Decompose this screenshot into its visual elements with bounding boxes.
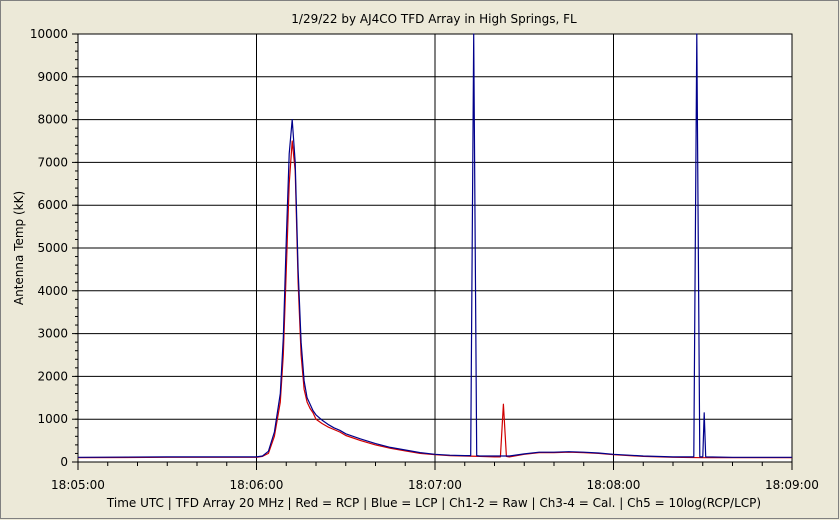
minor-tick-layer [72, 33, 793, 470]
x-tick-label: 18:07:00 [408, 478, 462, 492]
y-tick-label: 2000 [37, 369, 68, 383]
grid-layer [78, 34, 792, 462]
y-tick-labels: 0 1000 2000 3000 4000 5000 6000 7000 8000 9000 100… [30, 27, 68, 469]
x-tick-labels: 18:05:00 18:06:00 18:07:00 18:08:00 18:09:00 [51, 478, 819, 492]
y-tick-label: 9000 [37, 70, 68, 84]
y-tick-label: 1000 [37, 412, 68, 426]
y-tick-label: 10000 [30, 27, 68, 41]
y-tick-label: 8000 [37, 113, 68, 127]
x-tick-label: 18:08:00 [587, 478, 641, 492]
chart-title: 1/29/22 by AJ4CO TFD Array in High Sprin… [291, 12, 577, 26]
y-axis-title: Antenna Temp (kK) [12, 191, 26, 305]
x-tick-label: 18:06:00 [230, 478, 284, 492]
x-tick-label: 18:09:00 [765, 478, 819, 492]
series-layer [77, 33, 792, 459]
x-axis-title: Time UTC | TFD Array 20 MHz | Red = RCP … [106, 496, 761, 510]
x-tick-label: 18:05:00 [51, 478, 105, 492]
y-tick-label: 7000 [37, 155, 68, 169]
y-tick-label: 4000 [37, 284, 68, 298]
series-line-lcp [77, 33, 792, 458]
y-tick-label: 3000 [37, 327, 68, 341]
y-tick-label: 6000 [37, 198, 68, 212]
y-tick-label: 5000 [37, 241, 68, 255]
y-tick-label: 0 [60, 455, 68, 469]
